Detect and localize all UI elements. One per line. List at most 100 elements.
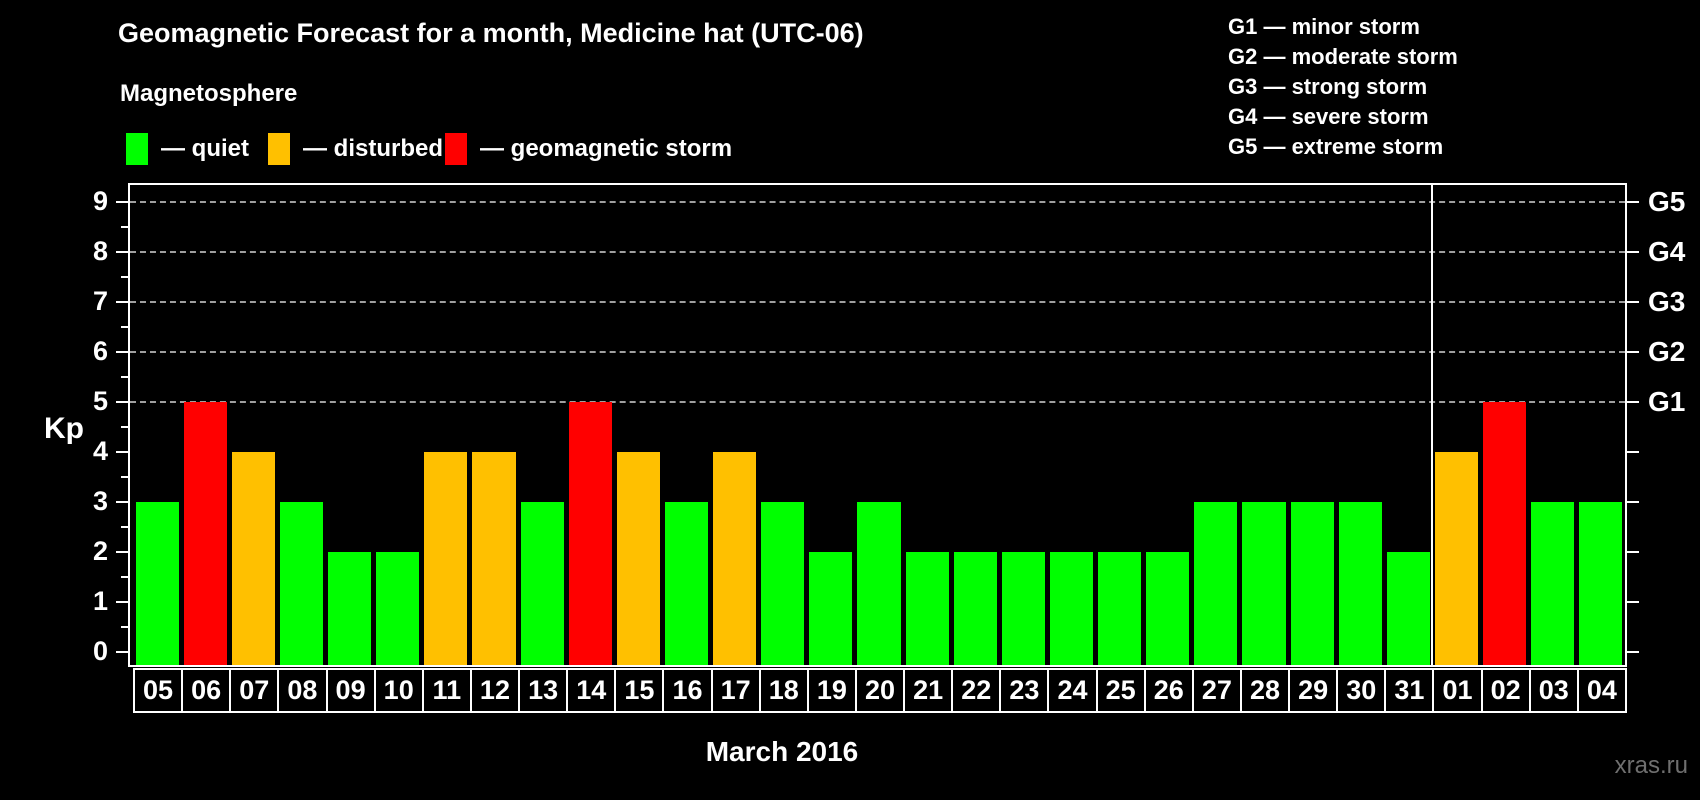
g-scale-axis-label: G5 (1648, 186, 1686, 217)
date-cell: 20 (854, 668, 904, 713)
legend-item-disturbed: — disturbed (268, 133, 443, 165)
date-cell: 18 (758, 668, 807, 713)
y-axis-tick (116, 351, 128, 353)
bar (616, 452, 660, 665)
bar (424, 452, 468, 665)
right-axis-tick (1627, 251, 1639, 253)
y-axis-minor-tick (121, 626, 128, 628)
gridline (130, 401, 1625, 403)
date-cell: 29 (1288, 668, 1337, 713)
g-scale-legend-line: G3 — strong storm (1228, 74, 1428, 99)
g-scale-axis-label: G4 (1648, 236, 1686, 267)
bar (1049, 552, 1094, 665)
date-cell: 12 (469, 668, 519, 713)
y-axis-tick (116, 651, 128, 653)
date-cell: 16 (662, 668, 711, 713)
bar (1098, 552, 1142, 665)
legend-item-quiet: — quiet (126, 133, 249, 165)
x-axis-title: March 2016 (705, 736, 859, 767)
legend-label-disturbed: — disturbed (303, 135, 444, 162)
y-axis-minor-tick (121, 226, 128, 228)
bar (1434, 452, 1479, 665)
bar (1338, 502, 1382, 665)
gridline (130, 301, 1625, 303)
date-cell: 28 (1239, 668, 1289, 713)
y-axis-label: 1 (92, 586, 108, 616)
date-cell: 06 (181, 668, 230, 713)
bar (809, 552, 853, 665)
date-cell: 07 (229, 668, 278, 713)
date-cell: 02 (1480, 668, 1529, 713)
y-axis-minor-tick (121, 326, 128, 328)
date-cell: 04 (1576, 668, 1627, 713)
g-scale-axis-label: G3 (1648, 286, 1686, 317)
date-cell: 23 (999, 668, 1048, 713)
gridline (130, 251, 1625, 253)
y-axis-label: 9 (92, 186, 108, 216)
y-axis-tick (116, 601, 128, 603)
bar (520, 502, 564, 665)
right-axis-tick (1627, 351, 1639, 353)
legend-swatch-quiet (126, 133, 148, 165)
date-cell: 22 (951, 668, 1000, 713)
y-axis-label: 2 (92, 536, 108, 566)
right-axis-tick (1627, 651, 1639, 653)
bar (279, 502, 323, 665)
date-cell: 26 (1143, 668, 1192, 713)
bar (376, 552, 420, 665)
y-axis-minor-tick (121, 376, 128, 378)
g-scale-axis-label: G2 (1648, 336, 1686, 367)
chart-subtitle: Magnetosphere (120, 80, 298, 107)
month-separator-line (1431, 185, 1434, 665)
legend-item-storm: — geomagnetic storm (445, 133, 732, 165)
y-axis-tick (116, 501, 128, 503)
date-cell: 05 (133, 668, 182, 713)
y-axis-tick (116, 301, 128, 303)
y-axis-tick (116, 201, 128, 203)
date-cell: 11 (421, 668, 470, 713)
bar (1579, 502, 1623, 665)
y-axis-label: 5 (92, 386, 108, 416)
y-axis-tick (116, 251, 128, 253)
chart-title: Geomagnetic Forecast for a month, Medici… (118, 18, 864, 48)
date-cell: 30 (1336, 668, 1385, 713)
bar (1386, 552, 1430, 665)
bar (857, 502, 901, 665)
date-cell: 01 (1432, 668, 1481, 713)
g-scale-legend-line: G4 — severe storm (1228, 104, 1429, 129)
g-scale-legend-line: G5 — extreme storm (1228, 134, 1444, 159)
y-axis-title: Kp (44, 412, 84, 445)
right-axis-tick (1627, 301, 1639, 303)
bar (953, 552, 997, 665)
legend-swatch-disturbed (268, 133, 290, 165)
bar (183, 402, 227, 665)
right-axis-tick (1627, 551, 1639, 553)
g-scale-legend-line: G2 — moderate storm (1228, 44, 1458, 69)
y-axis-label: 7 (92, 286, 108, 316)
bar (1194, 502, 1238, 665)
y-axis-label: 4 (92, 436, 108, 466)
y-axis-label: 6 (92, 336, 108, 366)
y-axis-minor-tick (121, 426, 128, 428)
gridline (130, 201, 1625, 203)
y-axis-minor-tick (121, 576, 128, 578)
right-axis-tick (1627, 201, 1639, 203)
date-cell: 27 (1191, 668, 1240, 713)
y-axis-label: 0 (92, 636, 108, 666)
bar (1001, 552, 1045, 665)
bar (1483, 402, 1527, 665)
bar (472, 452, 516, 665)
right-axis-tick (1627, 451, 1639, 453)
right-axis-tick (1627, 501, 1639, 503)
date-cell: 13 (518, 668, 567, 713)
g-scale-legend: G1 — minor storm G2 — moderate storm G3 — … (1228, 12, 1458, 162)
date-cell: 25 (1095, 668, 1144, 713)
date-cell: 21 (903, 668, 952, 713)
y-axis-minor-tick (121, 476, 128, 478)
legend-label-quiet: — quiet (161, 135, 249, 162)
y-axis-minor-tick (121, 526, 128, 528)
date-cell: 19 (806, 668, 855, 713)
bar (1531, 502, 1575, 665)
date-cell: 09 (325, 668, 374, 713)
